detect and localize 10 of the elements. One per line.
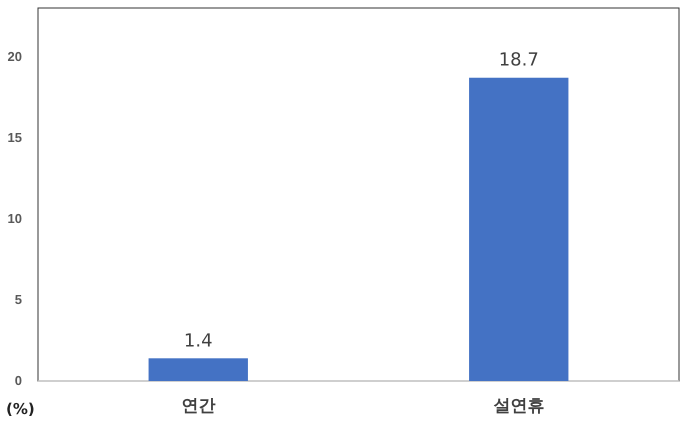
data-label: 1.4	[184, 330, 213, 352]
y-tick-label: 5	[14, 292, 22, 308]
y-axis-title: (%)	[6, 400, 35, 418]
data-label: 18.7	[498, 50, 539, 71]
x-tick-label: 설연휴	[493, 396, 544, 416]
y-tick-label: 20	[8, 48, 22, 64]
y-tick-label: 0	[14, 373, 22, 388]
x-tick-label: 연간	[181, 396, 216, 416]
y-tick-label: 10	[8, 210, 22, 226]
y-tick-label: 15	[8, 130, 22, 145]
